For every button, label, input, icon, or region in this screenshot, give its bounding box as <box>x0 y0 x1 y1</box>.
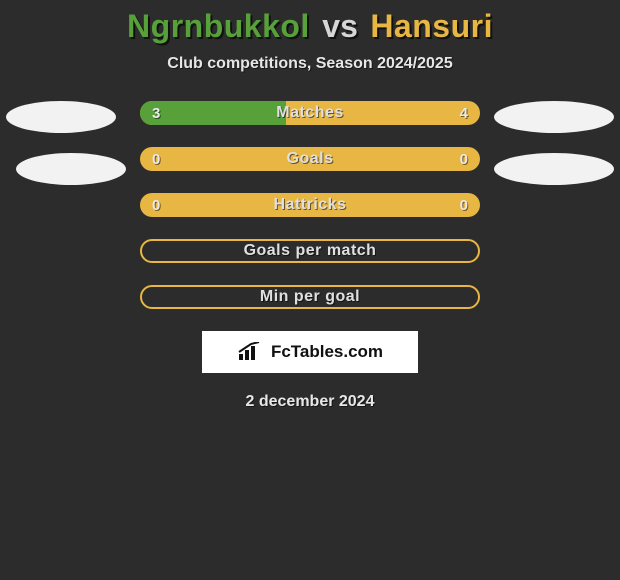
stat-row: 00Hattricks <box>140 193 480 217</box>
stat-row: 34Matches <box>140 101 480 125</box>
player1-name: Ngrnbukkol <box>127 8 310 44</box>
player1-photo-placeholder-1 <box>6 101 116 133</box>
brand-text: FcTables.com <box>271 342 383 362</box>
stat-row: Min per goal <box>140 285 480 309</box>
stat-label: Hattricks <box>140 193 480 217</box>
player2-photo-placeholder-2 <box>494 153 614 185</box>
brand-box: FcTables.com <box>202 331 418 373</box>
stat-label: Goals <box>140 147 480 171</box>
stat-bars: 34Matches 00Goals 00Hattricks Goals per mat… <box>140 101 480 309</box>
brand-chart-icon <box>237 342 265 362</box>
stat-row: Goals per match <box>140 239 480 263</box>
player2-photo-placeholder-1 <box>494 101 614 133</box>
player1-photo-placeholder-2 <box>16 153 126 185</box>
date-line: 2 december 2024 <box>0 393 620 411</box>
vs-label: vs <box>322 8 358 44</box>
player2-name: Hansuri <box>370 8 493 44</box>
stat-label: Matches <box>140 101 480 125</box>
stat-row: 00Goals <box>140 147 480 171</box>
stat-label: Min per goal <box>142 287 478 307</box>
subtitle: Club competitions, Season 2024/2025 <box>0 55 620 73</box>
title-row: Ngrnbukkol vs Hansuri <box>0 0 620 45</box>
stats-block: 34Matches 00Goals 00Hattricks Goals per mat… <box>0 101 620 309</box>
stat-label: Goals per match <box>142 241 478 261</box>
